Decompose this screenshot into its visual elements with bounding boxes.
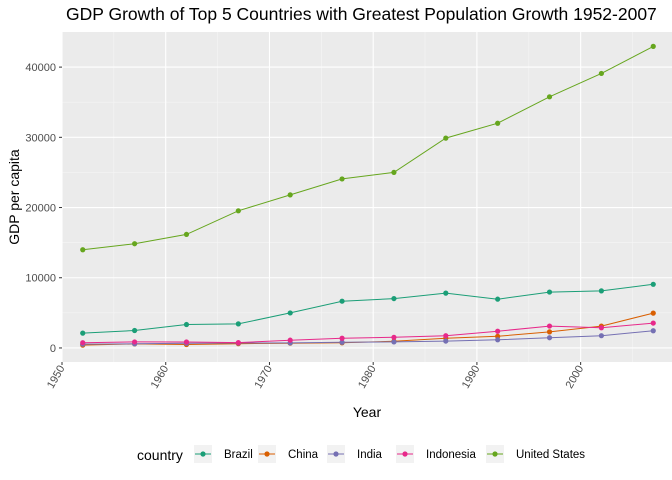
data-point-indonesia bbox=[598, 325, 604, 331]
y-tick-label: 0 bbox=[50, 343, 56, 355]
data-point-india bbox=[495, 337, 501, 343]
legend: country Brazil China India Indonesia United … bbox=[137, 445, 585, 463]
data-point-brazil bbox=[495, 296, 501, 302]
data-point-indonesia bbox=[235, 340, 241, 346]
data-point-indonesia bbox=[80, 340, 86, 346]
data-point-indonesia bbox=[391, 334, 397, 340]
data-point-united-states bbox=[546, 94, 553, 100]
y-tick-label: 10000 bbox=[25, 273, 56, 285]
data-point-brazil bbox=[235, 321, 241, 327]
data-point-united-states bbox=[339, 176, 345, 182]
data-point-india bbox=[598, 333, 604, 339]
data-point-indonesia bbox=[339, 335, 345, 341]
data-point-brazil bbox=[650, 281, 656, 287]
data-point-united-states bbox=[287, 192, 293, 198]
legend-key-point-brazil bbox=[200, 451, 206, 457]
series-line-indonesia bbox=[82, 322, 654, 344]
legend-key-point-china bbox=[264, 451, 270, 457]
data-point-indonesia bbox=[183, 339, 190, 345]
y-tick-label: 40000 bbox=[25, 62, 56, 74]
data-point-indonesia bbox=[546, 323, 553, 329]
y-axis-title: GDP per capita bbox=[6, 149, 22, 245]
data-point-brazil bbox=[391, 295, 397, 302]
data-point-indonesia bbox=[650, 320, 656, 326]
x-axis-title: Year bbox=[353, 404, 382, 420]
x-tick-label: 1950 bbox=[45, 364, 68, 391]
data-point-united-states bbox=[598, 70, 604, 77]
data-point-brazil bbox=[546, 289, 553, 295]
data-point-brazil bbox=[443, 290, 449, 296]
data-point-united-states bbox=[80, 247, 86, 253]
data-point-brazil bbox=[132, 327, 138, 334]
data-point-united-states bbox=[650, 43, 656, 49]
minor-gridlines bbox=[62, 32, 672, 362]
data-point-india bbox=[650, 328, 656, 334]
x-tick-label: 1980 bbox=[356, 364, 379, 391]
data-point-united-states bbox=[495, 120, 501, 126]
legend-key-point-united-states bbox=[492, 451, 498, 457]
x-axis: 1950 1960 1970 1980 1990 2000 bbox=[45, 362, 586, 391]
legend-label-china: China bbox=[288, 449, 319, 461]
major-gridlines bbox=[61, 32, 672, 362]
data-point-india bbox=[443, 338, 449, 344]
data-point-united-states bbox=[391, 169, 397, 175]
series-line-united-states bbox=[82, 45, 654, 251]
data-point-india bbox=[546, 335, 553, 341]
data-point-united-states bbox=[132, 241, 138, 247]
x-tick-label: 1970 bbox=[252, 364, 275, 391]
data-point-brazil bbox=[183, 321, 190, 328]
data-point-india bbox=[339, 339, 345, 345]
legend-key-point-india bbox=[333, 451, 339, 457]
legend-label-united-states: United States bbox=[516, 449, 585, 461]
data-point-indonesia bbox=[287, 337, 293, 343]
data-point-china bbox=[546, 329, 553, 335]
chart-title: GDP Growth of Top 5 Countries with Great… bbox=[66, 4, 657, 24]
data-point-brazil bbox=[80, 330, 86, 336]
y-axis: 0 10000 20000 30000 40000 bbox=[25, 62, 62, 355]
data-point-united-states bbox=[235, 208, 241, 214]
series-layer bbox=[80, 43, 656, 348]
data-point-indonesia bbox=[495, 328, 501, 334]
data-point-brazil bbox=[287, 310, 293, 316]
data-point-china bbox=[650, 310, 656, 316]
series-line-india bbox=[82, 330, 654, 345]
series-line-brazil bbox=[82, 283, 654, 334]
data-point-indonesia bbox=[132, 339, 138, 345]
data-point-indonesia bbox=[443, 333, 449, 339]
data-point-united-states bbox=[443, 135, 449, 141]
x-tick-label: 2000 bbox=[564, 364, 587, 391]
x-tick-label: 1990 bbox=[460, 364, 483, 391]
legend-label-india: India bbox=[357, 449, 383, 461]
x-tick-label: 1960 bbox=[149, 364, 172, 391]
legend-key-point-indonesia bbox=[402, 451, 408, 457]
y-tick-label: 20000 bbox=[25, 203, 56, 215]
y-tick-label: 30000 bbox=[25, 132, 56, 144]
data-point-india bbox=[391, 339, 397, 345]
legend-label-brazil: Brazil bbox=[224, 449, 253, 461]
data-point-brazil bbox=[598, 288, 604, 294]
data-point-brazil bbox=[339, 298, 345, 304]
legend-label-indonesia: Indonesia bbox=[426, 449, 476, 461]
data-point-united-states bbox=[183, 231, 190, 238]
legend-title: country bbox=[137, 447, 183, 463]
